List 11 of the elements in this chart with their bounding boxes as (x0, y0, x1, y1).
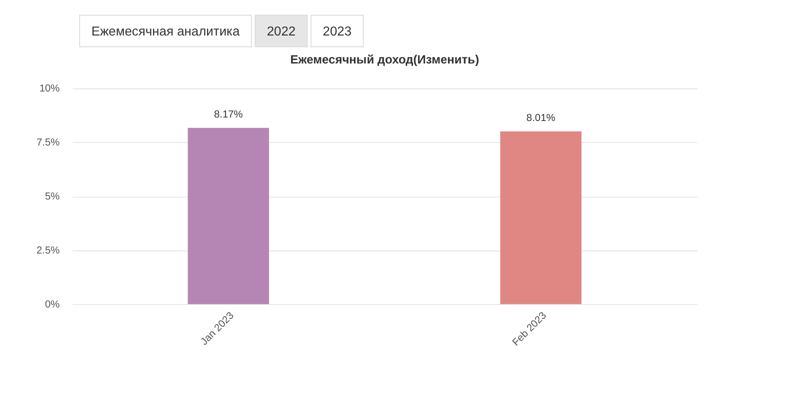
text: 2022 (266, 24, 296, 39)
y-tick-label: 10% (39, 84, 60, 95)
y-tick-label: 0% (45, 299, 60, 310)
y-tick-label: 7.5% (36, 138, 60, 149)
data-label: 8.17% (214, 110, 243, 121)
y-tick-label: 5% (45, 191, 60, 202)
text: 2023 (322, 24, 352, 39)
chart-title: Ежемесячный доход(Изменить) (290, 52, 480, 66)
data-label: 8.01% (526, 113, 556, 124)
text: Ежемесячная аналитика (91, 24, 240, 39)
y-tick-label: 2.5% (36, 245, 60, 256)
